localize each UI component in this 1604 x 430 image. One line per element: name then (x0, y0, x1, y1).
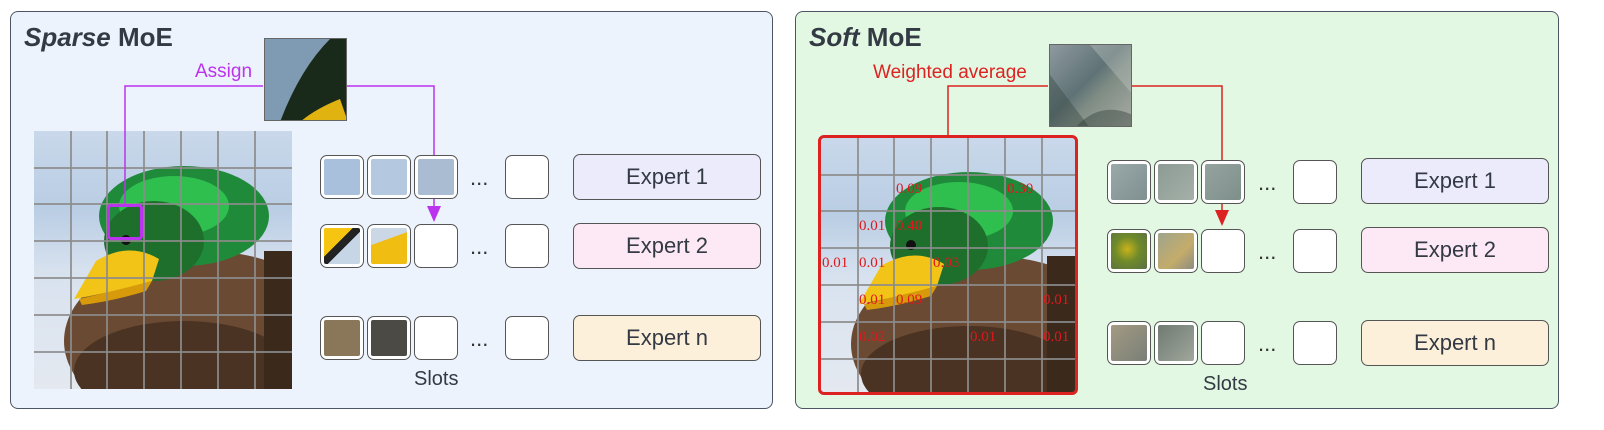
patch-weight: 0.30 (1007, 181, 1034, 197)
slot-empty (1201, 229, 1245, 273)
patch-weight: 0.02 (859, 329, 886, 345)
sparse-moe-title: Sparse MoE (24, 22, 173, 53)
slot-filled (1154, 321, 1198, 365)
patch-weight: 0.01 (970, 329, 997, 345)
duck-image-sparse (34, 131, 292, 389)
patch-weight: 0.01 (859, 255, 886, 271)
slot-filled (320, 316, 364, 360)
slot-empty (414, 316, 458, 360)
slot-empty (414, 224, 458, 268)
slot-empty (505, 316, 549, 360)
slot-filled (1107, 160, 1151, 204)
duck-image-soft (818, 135, 1078, 395)
ellipsis: ... (470, 234, 489, 259)
ellipsis: ... (470, 326, 489, 351)
soft-title-emphasis: Soft (809, 22, 860, 52)
slot-filled (367, 316, 411, 360)
slot-filled (414, 155, 458, 199)
slot-empty (505, 155, 549, 199)
slot-filled (1154, 229, 1198, 273)
patch-weight: 0.01 (859, 218, 886, 234)
sparse-title-emphasis: Sparse (24, 22, 111, 52)
slot-filled (367, 155, 411, 199)
slot-filled (320, 155, 364, 199)
slot-empty (1293, 160, 1337, 204)
ellipsis: ... (1258, 331, 1277, 356)
soft-moe-title: Soft MoE (809, 22, 922, 53)
expert-1-box: Expert 1 (1361, 158, 1549, 204)
patch-weight: 0.01 (1043, 329, 1070, 345)
slot-filled (1201, 160, 1245, 204)
expert-2-box: Expert 2 (573, 223, 761, 269)
slot-filled (1154, 160, 1198, 204)
ellipsis: ... (1258, 170, 1277, 195)
assign-label: Assign (195, 61, 253, 82)
patch-weight: 0.40 (896, 218, 923, 234)
slot-empty (1293, 321, 1337, 365)
patch-weight: 0.09 (896, 292, 923, 308)
slot-filled (320, 224, 364, 268)
patch-zoom-sparse (264, 38, 347, 121)
expert-2-box: Expert 2 (1361, 227, 1549, 273)
weighted-average-label: Weighted average (873, 62, 1027, 83)
ellipsis: ... (470, 165, 489, 190)
expert-n-box: Expert n (573, 315, 761, 361)
patch-weight: 0.01 (822, 255, 849, 271)
ellipsis: ... (1258, 239, 1277, 264)
expert-n-box: Expert n (1361, 320, 1549, 366)
slots-label: Slots (1203, 373, 1248, 395)
slot-empty (1201, 321, 1245, 365)
slot-empty (1293, 229, 1337, 273)
sparse-title-rest: MoE (117, 22, 173, 52)
patch-weight: 0.01 (1043, 292, 1070, 308)
slot-filled (367, 224, 411, 268)
slot-empty (505, 224, 549, 268)
patch-zoom-soft (1049, 44, 1132, 127)
slot-filled (1107, 321, 1151, 365)
soft-title-rest: MoE (866, 22, 922, 52)
highlighted-patch (107, 204, 143, 240)
expert-1-box: Expert 1 (573, 154, 761, 200)
slot-filled (1107, 229, 1151, 273)
patch-weight: 0.01 (859, 292, 886, 308)
slots-label: Slots (414, 368, 459, 390)
patch-weight: 0.09 (896, 181, 923, 197)
patch-weight: 0.03 (933, 255, 960, 271)
